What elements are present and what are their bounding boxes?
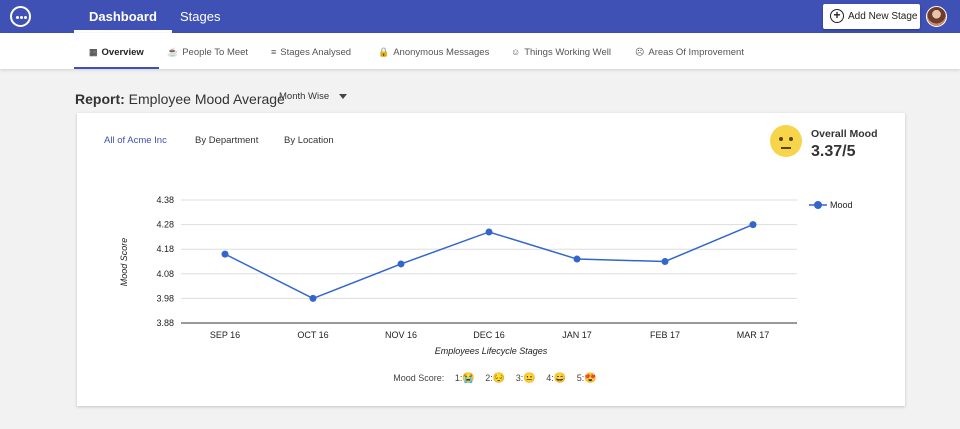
subnav-stages-analysed[interactable]: ≡ Stages Analysed [271,33,351,69]
x-tick-label: DEC 16 [473,330,505,340]
filter-by-department[interactable]: By Department [195,135,259,146]
x-axis-label: Employees Lifecycle Stages [435,346,548,356]
overall-mood-label: Overall Mood [811,128,878,140]
subnav-label: Things Working Well [524,47,611,58]
sub-navigation: ▦ Overview ☕ People To Meet ≡ Stages Analys… [0,33,960,69]
neutral-face-icon: 😐 [523,373,536,384]
subnav-people-to-meet[interactable]: ☕ People To Meet [167,33,248,69]
legend-label: Mood [830,200,853,210]
data-point[interactable] [221,250,229,258]
frown-icon: ☹ [635,47,645,57]
report-title: Report: Employee Mood Average [75,91,285,107]
period-dropdown[interactable]: Month Wise [274,86,353,107]
tab-dashboard[interactable]: Dashboard [74,0,172,33]
report-name: Employee Mood Average [128,91,285,107]
subnav-overview[interactable]: ▦ Overview [74,33,159,69]
y-tick-label: 3.98 [156,293,174,303]
mood-scale-item: 4:😄 [546,373,567,384]
legend-marker [814,201,822,209]
report-prefix: Report: [75,91,125,107]
data-point[interactable] [309,294,317,302]
plus-circle-icon: + [830,9,844,23]
avatar[interactable] [926,6,947,27]
series-line-mood [224,223,754,300]
neutral-face-icon [770,125,802,157]
smile-icon: ☺ [511,47,521,57]
y-tick-label: 4.38 [156,195,174,205]
add-new-stage-label: Add New Stage [848,11,918,22]
grinning-face-icon: 😄 [553,373,567,384]
legend[interactable]: Mood [809,200,853,210]
subnav-areas-of-improvement[interactable]: ☹ Areas Of Improvement [635,33,744,69]
mood-scale-item: 2:😔 [485,373,506,384]
period-value: Month Wise [279,91,330,102]
list-icon: ≡ [271,47,277,57]
mood-score-scale: Mood Score: 1:😭 2:😔 3:😐 4:😄 5:😍 [77,373,905,384]
mood-line-chart: 4.38 4.28 4.18 4.08 3.98 3.88 SEP 16 OCT 16 NOV… [119,195,853,356]
subnav-label: People To Meet [182,47,249,58]
tab-stages[interactable]: Stages [180,9,221,24]
add-new-stage-button[interactable]: + Add New Stage [823,4,920,29]
x-tick-label: MAR 17 [737,330,770,340]
y-tick-label: 4.28 [156,220,174,230]
data-point[interactable] [573,255,581,263]
mood-scale-label: Mood Score: [393,373,445,383]
y-axis-label: Mood Score [119,238,129,287]
x-tick-label: SEP 16 [210,330,240,340]
filter-by-location[interactable]: By Location [284,135,334,146]
subnav-label: Areas Of Improvement [648,47,744,58]
heart-eyes-face-icon: 😍 [584,373,597,384]
pensive-face-icon: 😔 [492,373,506,384]
data-point[interactable] [397,260,405,268]
y-tick-label: 3.88 [156,318,174,328]
mood-scale-item: 1:😭 [454,373,475,384]
mood-card: All of Acme Inc By Department By Locatio… [77,113,905,406]
x-tick-label: JAN 17 [562,330,592,340]
lock-icon: 🔒 [378,47,390,57]
subnav-label: Stages Analysed [280,47,352,58]
caret-down-icon [339,94,347,99]
mood-scale-item: 5:😍 [576,373,597,384]
subnav-label: Anonymous Messages [393,47,490,58]
x-tick-label: NOV 16 [385,330,417,340]
filter-all-company[interactable]: All of Acme Inc [104,135,167,146]
data-point[interactable] [661,258,669,265]
x-tick-label: FEB 17 [650,330,680,340]
subnav-things-working-well[interactable]: ☺ Things Working Well [511,33,611,69]
grid-icon: ▦ [89,47,98,57]
data-point[interactable] [485,228,493,236]
crying-face-icon: 😭 [462,373,475,384]
y-tick-label: 4.08 [156,269,174,279]
mood-scale-item: 3:😐 [515,373,536,384]
overall-mood-value: 3.37/5 [811,143,856,160]
subnav-label: Overview [101,47,144,58]
x-tick-label: OCT 16 [297,330,328,340]
data-point[interactable] [749,221,757,229]
y-tick-label: 4.18 [156,244,174,254]
subnav-anonymous-messages[interactable]: 🔒 Anonymous Messages [378,33,489,69]
chat-logo-icon[interactable] [10,6,31,27]
top-bar: Dashboard Stages + Add New Stage [0,0,960,33]
coffee-icon: ☕ [167,47,179,57]
